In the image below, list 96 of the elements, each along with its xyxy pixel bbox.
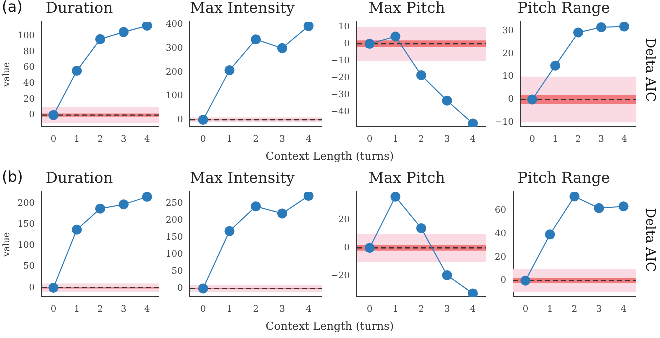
- y-tick-label: 40: [495, 229, 507, 240]
- chart-title: Pitch Range: [518, 0, 610, 17]
- y-tick-label: 50: [24, 262, 36, 272]
- chart-title: Max Pitch: [368, 0, 446, 17]
- y-tick-label: −10: [494, 118, 514, 128]
- x-tick-label: 1: [226, 134, 233, 145]
- y-tick-label: 0: [29, 110, 36, 121]
- y-tick-label: 30: [502, 26, 514, 36]
- x-tick-label: 3: [121, 304, 128, 315]
- y-tick-label: 200: [18, 199, 36, 210]
- x-axis-title: Context Length (turns): [264, 320, 396, 333]
- x-tick-label: 0: [367, 304, 374, 315]
- y-tick-label: 60: [24, 63, 36, 74]
- y-tick-label: 0: [29, 283, 36, 294]
- x-tick-label: 1: [392, 134, 399, 145]
- y-tick-label: 100: [18, 241, 36, 252]
- y-tick-label: −30: [330, 90, 350, 100]
- x-tick-label: 1: [547, 304, 554, 315]
- x-tick-label: 3: [596, 304, 602, 315]
- x-tick-label: 2: [576, 134, 582, 145]
- x-tick-label: 3: [598, 134, 605, 145]
- x-tick-label: 1: [552, 134, 558, 145]
- x-tick-label: 0: [530, 134, 536, 145]
- y-tick-label: 0: [508, 95, 514, 106]
- y-tick-label: 200: [166, 68, 184, 78]
- x-tick-label: 4: [144, 134, 150, 145]
- x-tick-label: 4: [620, 304, 627, 315]
- x-tick-label: 0: [50, 304, 57, 315]
- x-tick-label: 3: [121, 134, 128, 145]
- y-tick-label: 0: [177, 115, 184, 126]
- y-tick-label: −40: [330, 107, 350, 118]
- x-tick-label: 0: [367, 134, 374, 145]
- y-tick-label: 0: [500, 276, 507, 286]
- text: (b): [2, 168, 24, 186]
- y-tick-label: 20: [24, 94, 36, 105]
- y-tick-label: 50: [172, 267, 184, 278]
- x-tick-label: 1: [74, 134, 80, 145]
- x-tick-label: 2: [418, 304, 424, 315]
- text: (a): [2, 0, 23, 16]
- y-tick-label: 0: [344, 243, 350, 254]
- x-tick-label: 4: [470, 134, 476, 145]
- x-tick-label: 4: [622, 134, 628, 145]
- y-tick-label: 40: [24, 79, 36, 90]
- y-tick-label: 200: [166, 216, 184, 226]
- x-tick-label: 3: [444, 134, 450, 145]
- x-tick-label: 1: [74, 304, 80, 315]
- x-tick-label: 2: [572, 304, 578, 315]
- y-tick-label: 100: [18, 32, 36, 42]
- x-tick-label: 3: [444, 304, 450, 315]
- x-tick-label: 3: [280, 134, 286, 145]
- x-tick-label: 4: [144, 304, 150, 315]
- y-tick-label: 20: [338, 215, 350, 226]
- y-tick-label: 20: [502, 49, 514, 60]
- y-tick-label: 400: [166, 20, 184, 30]
- x-tick-label: 3: [280, 304, 286, 315]
- x-tick-label: 4: [306, 304, 312, 315]
- y-tick-label: 100: [166, 92, 184, 102]
- x-tick-label: 1: [392, 304, 399, 315]
- x-tick-label: 0: [50, 134, 57, 145]
- y-tick-label: −20: [330, 73, 350, 84]
- y-tick-label: −10: [330, 56, 350, 66]
- x-tick-label: 2: [253, 304, 259, 315]
- x-tick-label: 2: [98, 134, 104, 145]
- y-tick-label: 20: [495, 252, 507, 263]
- y-tick-label: 250: [166, 199, 184, 210]
- x-tick-label: 1: [226, 304, 233, 315]
- x-tick-label: 4: [306, 134, 312, 145]
- y-axis-title: value: [2, 232, 13, 258]
- y-tick-label: 0: [344, 39, 350, 50]
- text: Delta AIC: [642, 38, 658, 102]
- chart-title: Max Pitch: [368, 168, 446, 187]
- x-axis-title: Context Length (turns): [264, 150, 396, 163]
- y-tick-label: −20: [330, 272, 350, 282]
- y-tick-label: 300: [166, 44, 184, 54]
- y-axis-title: value: [2, 62, 13, 88]
- x-tick-label: 2: [418, 134, 424, 145]
- text: Delta AIC: [642, 208, 658, 272]
- chart-title: Duration: [46, 0, 114, 17]
- x-tick-label: 0: [200, 304, 206, 315]
- x-tick-label: 0: [200, 134, 206, 145]
- y-tick-label: 10: [502, 72, 514, 82]
- y-tick-label: 10: [338, 22, 350, 32]
- x-tick-label: 0: [522, 304, 529, 315]
- x-tick-label: 4: [470, 304, 476, 315]
- y-tick-label: 0: [177, 284, 184, 294]
- y-tick-label: 100: [166, 250, 184, 260]
- y-tick-label: 80: [24, 47, 36, 58]
- chart-title: Duration: [46, 168, 114, 187]
- x-tick-label: 2: [253, 134, 259, 145]
- y-tick-label: 150: [18, 220, 36, 230]
- x-tick-label: 2: [98, 304, 104, 315]
- y-tick-label: 60: [495, 206, 507, 216]
- y-tick-label: 150: [166, 233, 184, 244]
- chart-title: Max Intensity: [190, 168, 296, 187]
- chart-title: Max Intensity: [190, 0, 296, 17]
- chart-title: Pitch Range: [518, 168, 610, 187]
